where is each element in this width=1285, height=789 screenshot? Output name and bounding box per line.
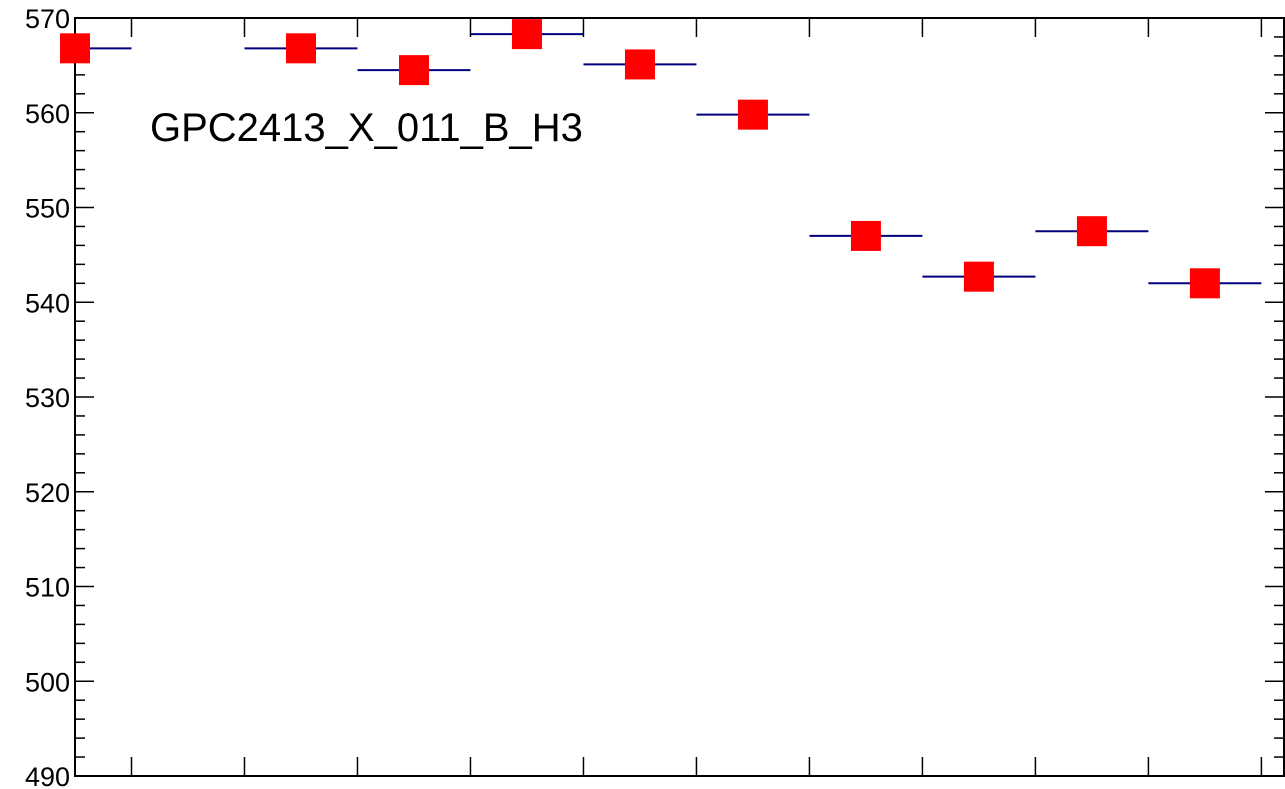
chart-annotation: GPC2413_X_011_B_H3 bbox=[150, 106, 583, 150]
data-point-marker bbox=[1189, 268, 1220, 299]
data-points bbox=[60, 19, 1262, 299]
data-point-marker bbox=[398, 55, 429, 86]
x-axis-ticks bbox=[130, 18, 1263, 776]
data-point-marker bbox=[285, 33, 316, 64]
y-axis-ticks bbox=[75, 17, 1284, 777]
y-tick-label: 520 bbox=[25, 478, 70, 508]
data-point-marker bbox=[511, 19, 542, 50]
y-tick-label: 510 bbox=[25, 573, 70, 603]
data-point-marker bbox=[1076, 216, 1107, 247]
y-tick-label: 530 bbox=[25, 383, 70, 413]
y-axis-labels: 490 500 510 520 530 540 550 560 570 bbox=[25, 4, 70, 789]
data-point-marker bbox=[737, 99, 768, 130]
y-tick-label: 560 bbox=[25, 99, 70, 129]
y-tick-label: 570 bbox=[25, 4, 70, 34]
data-point-marker bbox=[60, 33, 90, 64]
data-point-marker bbox=[624, 49, 655, 80]
y-tick-label: 540 bbox=[25, 288, 70, 318]
y-tick-label: 500 bbox=[25, 667, 70, 697]
y-tick-label: 490 bbox=[25, 762, 70, 789]
y-tick-label: 550 bbox=[25, 194, 70, 224]
data-point-marker bbox=[850, 220, 881, 251]
data-point-marker bbox=[963, 261, 994, 292]
